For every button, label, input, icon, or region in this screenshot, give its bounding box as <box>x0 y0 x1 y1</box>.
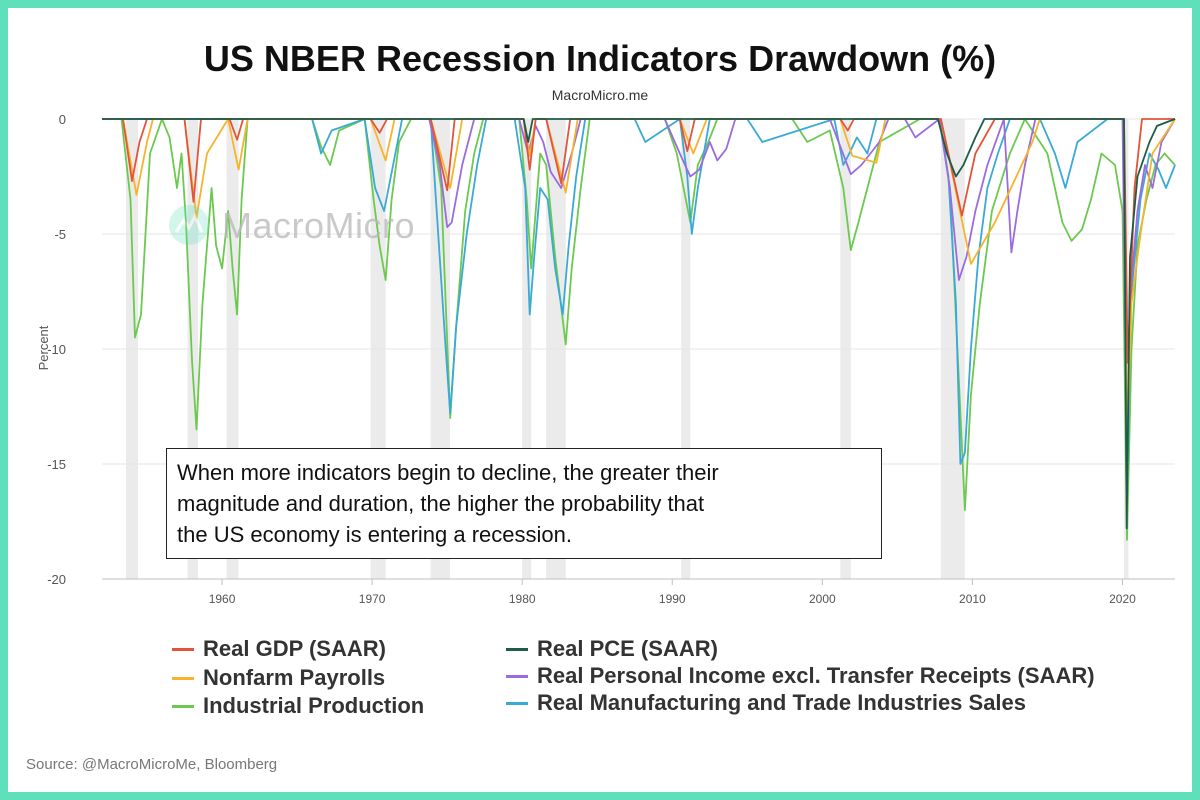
y-tick-label: 0 <box>59 112 66 127</box>
legend-swatch-real-personal-income <box>506 674 528 678</box>
legend-label-industrial-production: Industrial Production <box>203 693 425 718</box>
legend-swatch-real-pce <box>506 647 528 651</box>
watermark-text: MacroMicro <box>222 205 416 246</box>
legend-label-real-personal-income: Real Personal Income excl. Transfer Rece… <box>537 663 1095 688</box>
legend-label-real-manufacturing-sales: Real Manufacturing and Trade Industries … <box>537 690 1027 715</box>
legend-item-real-pce[interactable]: Real PCE (SAAR) <box>506 636 718 662</box>
series-line-3 <box>102 118 1176 530</box>
axes: 0 -5 -10 -15 -20 1960 1970 1980 1990 2000 2010 2020 <box>47 112 1175 606</box>
macromicro-logo-icon <box>169 205 209 245</box>
series-lines <box>102 118 1176 541</box>
series-line-2 <box>102 118 1176 541</box>
y-tick-label: -15 <box>47 457 66 472</box>
legend-item-industrial-production[interactable]: Industrial Production <box>172 693 424 719</box>
legend-swatch-nonfarm-payrolls <box>172 676 194 680</box>
legend-swatch-real-gdp <box>172 647 194 651</box>
legend-label-real-pce: Real PCE (SAAR) <box>537 636 718 661</box>
x-tick-label: 2010 <box>959 592 986 606</box>
series-line-4 <box>102 118 1176 465</box>
chart-title: US NBER Recession Indicators Drawdown (%… <box>203 38 997 79</box>
x-tick-label: 2020 <box>1109 592 1136 606</box>
legend-swatch-industrial-production <box>172 704 194 708</box>
series-line-5 <box>102 118 1176 500</box>
x-tick-label: 1960 <box>209 592 236 606</box>
y-tick-label: -20 <box>47 572 66 587</box>
legend-label-real-gdp: Real GDP (SAAR) <box>203 636 386 661</box>
annotation-line-3: the US economy is entering a recession. <box>177 522 572 547</box>
x-tick-label: 1970 <box>359 592 386 606</box>
x-tick-label: 1990 <box>659 592 686 606</box>
series-line-1 <box>102 118 1176 454</box>
y-tick-label: -5 <box>54 227 66 242</box>
y-axis-label: Percent <box>36 325 51 370</box>
legend-item-real-manufacturing-sales[interactable]: Real Manufacturing and Trade Industries … <box>506 690 1026 716</box>
annotation-box: When more indicators begin to decline, t… <box>166 448 882 559</box>
chart-subtitle: MacroMicro.me <box>551 87 649 103</box>
x-tick-label: 1980 <box>509 592 536 606</box>
chart-legend: Real GDP (SAAR) Nonfarm Payrolls Industr… <box>172 636 1132 726</box>
legend-item-nonfarm-payrolls[interactable]: Nonfarm Payrolls <box>172 665 385 691</box>
legend-item-real-gdp[interactable]: Real GDP (SAAR) <box>172 636 386 662</box>
legend-swatch-real-manufacturing-sales <box>506 701 528 705</box>
source-note: Source: @MacroMicroMe, Bloomberg <box>26 756 278 773</box>
series-line-0 <box>102 118 1175 364</box>
x-tick-label: 2000 <box>809 592 836 606</box>
y-tick-label: -10 <box>47 342 66 357</box>
legend-label-nonfarm-payrolls: Nonfarm Payrolls <box>203 665 386 690</box>
legend-item-real-personal-income[interactable]: Real Personal Income excl. Transfer Rece… <box>506 663 1095 689</box>
annotation-line-1: When more indicators begin to decline, t… <box>177 460 719 485</box>
annotation-line-2: magnitude and duration, the higher the p… <box>177 491 705 516</box>
